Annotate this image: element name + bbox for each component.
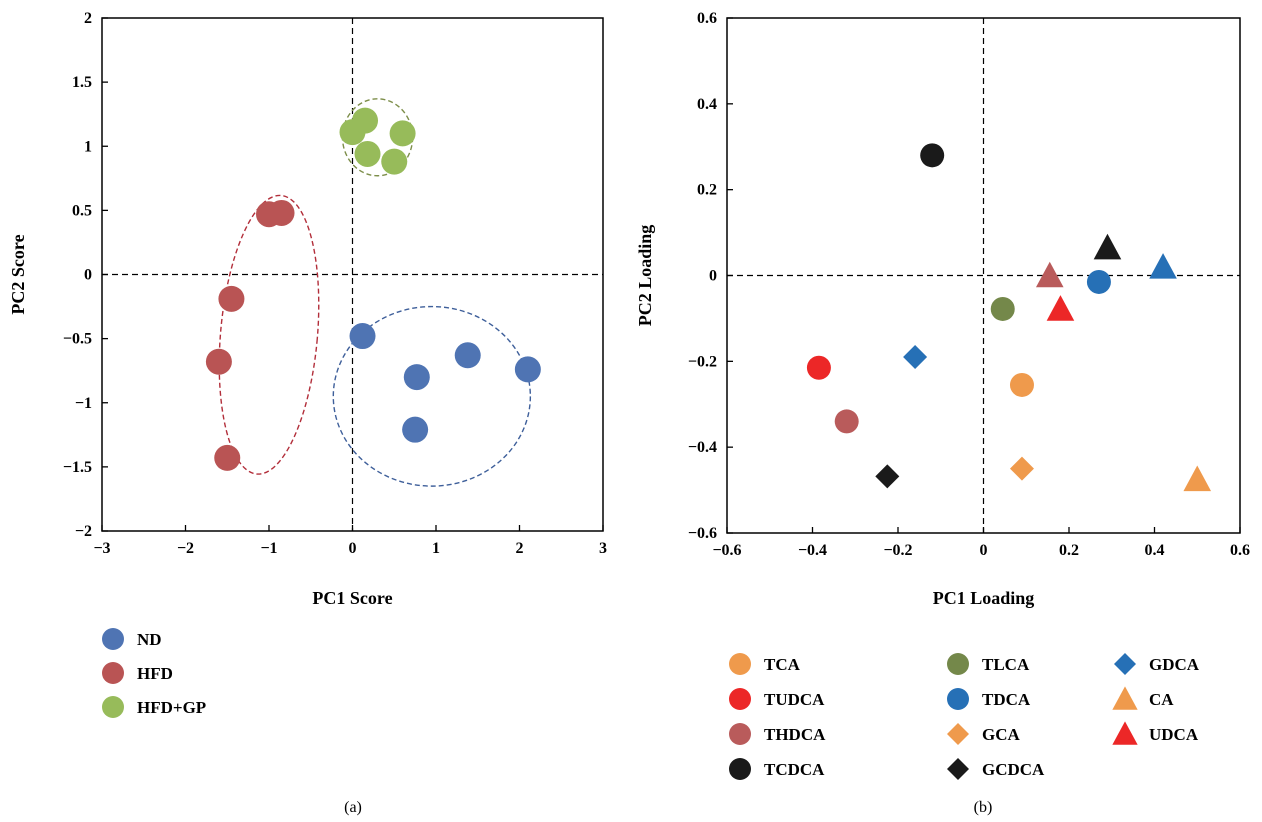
x-tick-label: 3 — [599, 540, 607, 557]
x-tick-label: −1 — [260, 540, 277, 557]
data-point-thdca — [834, 409, 859, 434]
data-point-nd — [514, 356, 541, 383]
legend-marker-nd — [102, 628, 124, 650]
y-tick-label: −2 — [75, 523, 92, 540]
panel-b: −0.6 −0.4 −0.2 0 0.2 0.4 0.6 −0.6 −0.4 −0.2 0 0.2 0.… — [635, 10, 1250, 608]
legend-label-thdca: THDCA — [764, 725, 826, 744]
data-point-gcdca — [875, 464, 900, 489]
legend-label-gca: GCA — [982, 725, 1021, 744]
legend-label-nd: ND — [137, 630, 162, 649]
data-point-tudca — [806, 355, 831, 380]
data-point-hfd — [218, 285, 245, 312]
legend-marker-tca — [729, 653, 751, 675]
legend-label-ca: CA — [1149, 690, 1174, 709]
x-tick-label: 0 — [980, 542, 988, 559]
y-tick-label: 1 — [84, 138, 92, 155]
data-point-hfd — [205, 348, 232, 375]
legend-label-udca: UDCA — [1149, 725, 1199, 744]
legend-marker-ca — [1112, 686, 1138, 710]
y-tick-label: −0.2 — [688, 353, 717, 370]
legend-label-hfd: HFD — [137, 664, 173, 683]
x-tick-label: −0.2 — [883, 542, 912, 559]
x-tick-label: 1 — [432, 540, 440, 557]
y-tick-label: −0.5 — [63, 331, 92, 348]
legend-label-tudca: TUDCA — [764, 690, 825, 709]
data-point-tlca — [990, 296, 1015, 321]
data-point-hfd-gp — [354, 140, 381, 167]
y-tick-label: 1.5 — [72, 74, 92, 91]
legend-marker-hfd-gp — [102, 696, 124, 718]
data-point-tca — [1009, 372, 1034, 397]
y-tick-label: −1 — [75, 395, 92, 412]
data-point-tdca — [1086, 269, 1111, 294]
legend-marker-gca — [947, 723, 969, 745]
y-tick-label: −0.4 — [688, 439, 717, 456]
y-tick-label: 2 — [84, 10, 92, 27]
legend-marker-udca — [1112, 721, 1138, 745]
group-ellipse-hfd — [218, 194, 320, 475]
legend-marker-tcdca — [729, 758, 751, 780]
legend-label-gcdca: GCDCA — [982, 760, 1045, 779]
y-tick-label: 0 — [84, 267, 92, 284]
data-point-udca — [1046, 295, 1075, 321]
legend-label-tlca: TLCA — [982, 655, 1030, 674]
x-tick-label: −0.4 — [798, 542, 827, 559]
data-point--unlabeled-tri-3 — [1149, 253, 1177, 279]
y-tick-label: −0.6 — [688, 525, 717, 542]
panel-a-label: (a) — [344, 799, 362, 816]
data-point-nd — [403, 364, 430, 391]
x-tick-label: −3 — [93, 540, 110, 557]
data-point-nd — [402, 416, 429, 443]
y-tick-label: −1.5 — [63, 459, 92, 476]
x-tick-label: 0 — [349, 540, 357, 557]
legend-label-gdca: GDCA — [1149, 655, 1200, 674]
data-point--unlabeled-tri-1 — [1035, 261, 1064, 288]
data-point-hfd-gp — [381, 148, 408, 175]
legend-label-tca: TCA — [764, 655, 801, 674]
y-axis-label: PC2 Loading — [635, 225, 655, 327]
x-axis-label: PC1 Score — [312, 588, 392, 608]
panel-b-label: (b) — [974, 799, 993, 816]
legend-marker-tudca — [729, 688, 751, 710]
y-tick-label: 0.6 — [697, 10, 717, 27]
legend-marker-tlca — [947, 653, 969, 675]
data-point-nd — [454, 342, 481, 369]
x-axis-label: PC1 Loading — [933, 588, 1035, 608]
x-tick-label: 0.4 — [1145, 542, 1165, 559]
y-tick-label: 0.2 — [697, 182, 717, 199]
data-point-tcdca — [920, 143, 945, 168]
data-point-nd — [349, 323, 376, 350]
legend-a: ND HFD HFD+GP — [102, 628, 206, 718]
legend-label-tcdca: TCDCA — [764, 760, 825, 779]
data-point-hfd-gp — [389, 120, 416, 147]
y-tick-label: 0.5 — [72, 202, 92, 219]
y-axis-label: PC2 Score — [8, 234, 28, 314]
data-point-gca — [1009, 456, 1034, 481]
legend-b: TCA TUDCA THDCA TCDCA TLCA TDCA GCA GCDCA GDCA CA… — [729, 653, 1200, 780]
legend-label-tdca: TDCA — [982, 690, 1031, 709]
data-point--unlabeled-tri-2 — [1093, 233, 1122, 260]
legend-marker-thdca — [729, 723, 751, 745]
x-tick-label: −0.6 — [712, 542, 741, 559]
data-point-hfd — [214, 444, 241, 471]
x-tick-label: 0.2 — [1059, 542, 1079, 559]
legend-marker-tdca — [947, 688, 969, 710]
data-point-hfd-gp — [352, 107, 379, 134]
x-tick-label: 0.6 — [1230, 542, 1250, 559]
group-ellipse-nd — [332, 305, 532, 487]
legend-marker-hfd — [102, 662, 124, 684]
y-tick-label: 0.4 — [697, 96, 717, 113]
x-tick-label: −2 — [177, 540, 194, 557]
y-tick-label: 0 — [709, 268, 717, 285]
legend-label-hfd-gp: HFD+GP — [137, 698, 206, 717]
legend-marker-gdca — [1114, 653, 1136, 675]
data-point-hfd — [268, 199, 295, 226]
data-point-gdca — [903, 345, 928, 370]
x-tick-label: 2 — [516, 540, 524, 557]
legend-marker-gcdca — [947, 758, 969, 780]
data-point-ca — [1183, 465, 1212, 492]
